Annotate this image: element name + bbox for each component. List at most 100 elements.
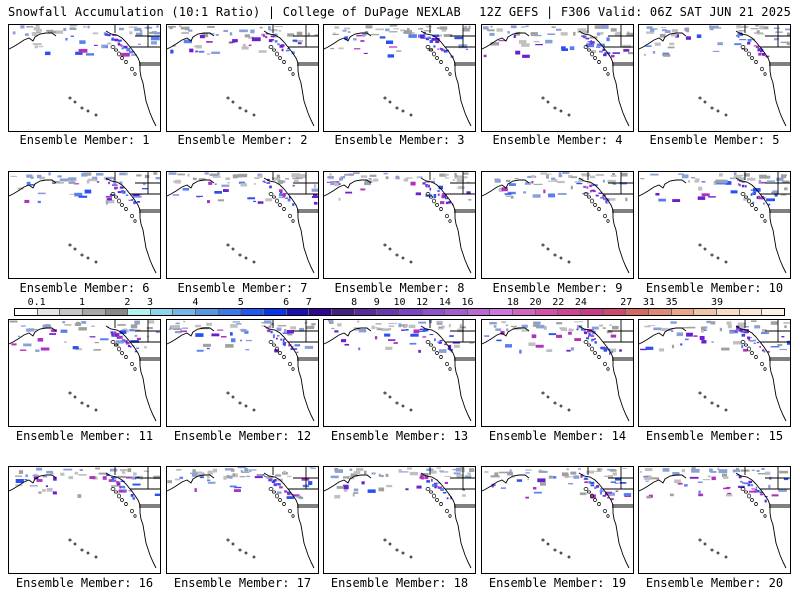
ensemble-member-label: Ensemble Member: 10 <box>645 281 784 295</box>
legend-color-swatch <box>105 309 129 315</box>
ensemble-map-panel <box>323 466 476 574</box>
coastline-borders <box>639 320 790 422</box>
ensemble-map-panel <box>8 319 161 427</box>
ensemble-map-panel <box>166 466 319 574</box>
coastline-borders <box>9 320 160 422</box>
legend-tick-label: 8 <box>351 297 358 308</box>
snowfall-map <box>9 320 160 422</box>
legend-tick-label: 35 <box>665 297 678 308</box>
legend-color-swatch <box>399 309 423 315</box>
legend-color-swatch <box>762 309 784 315</box>
coastline-borders <box>324 320 475 422</box>
legend-tick-label: 10 <box>393 297 406 308</box>
snowfall-shading <box>639 467 789 503</box>
legend-color-swatch <box>513 309 536 315</box>
legend-tick-label: 18 <box>506 297 519 308</box>
snowfall-map <box>639 320 790 422</box>
chart-title: Snowfall Accumulation (10:1 Ratio) | Col… <box>8 5 461 19</box>
legend-tick-label: 31 <box>642 297 655 308</box>
legend-color-swatch <box>128 309 151 315</box>
legend-color-swatch <box>626 309 649 315</box>
ensemble-map-panel <box>638 24 791 132</box>
snowfall-map <box>324 25 475 127</box>
legend-color-swatch <box>739 309 763 315</box>
legend-tick-label: 1 <box>79 297 86 308</box>
snowfall-shading <box>643 25 790 58</box>
snowfall-map <box>167 25 318 127</box>
snowfall-map <box>9 172 160 274</box>
legend-color-swatch <box>694 309 717 315</box>
legend-color-swatch <box>15 309 38 315</box>
legend-color-swatch <box>603 309 627 315</box>
ensemble-member-label: Ensemble Member: 6 <box>19 281 150 295</box>
coastline-borders <box>324 172 475 274</box>
snowfall-map <box>639 25 790 127</box>
coastline-borders <box>9 25 160 127</box>
ensemble-map-panel <box>323 24 476 132</box>
ensemble-member-label: Ensemble Member: 14 <box>488 429 627 443</box>
ensemble-map-panel <box>638 319 791 427</box>
ensemble-member-label: Ensemble Member: 17 <box>173 576 312 590</box>
legend-color-swatch <box>218 309 242 315</box>
snowfall-map <box>324 467 475 569</box>
coastline-borders <box>639 172 790 274</box>
ensemble-map-panel <box>166 171 319 279</box>
legend-color-swatch <box>196 309 219 315</box>
ensemble-member-label: Ensemble Member: 11 <box>15 429 154 443</box>
legend-color-swatch <box>82 309 106 315</box>
ensemble-member-label: Ensemble Member: 4 <box>492 133 623 147</box>
legend-color-swatch <box>445 309 468 315</box>
snowfall-shading <box>640 172 790 206</box>
ensemble-member-label: Ensemble Member: 5 <box>649 133 780 147</box>
ensemble-member-label: Ensemble Member: 12 <box>173 429 312 443</box>
legend-tick-label: 39 <box>710 297 723 308</box>
snowfall-shading <box>494 172 628 204</box>
ensemble-member-label: Ensemble Member: 19 <box>488 576 627 590</box>
ensemble-map-panel <box>638 466 791 574</box>
legend-color-swatch <box>716 309 740 315</box>
snowfall-shading <box>9 320 160 353</box>
coastline-borders <box>639 25 790 127</box>
coastline-borders <box>9 172 160 274</box>
ensemble-member-label: Ensemble Member: 16 <box>15 576 154 590</box>
legend-tick-label: 14 <box>438 297 451 308</box>
ensemble-map-panel <box>481 171 634 279</box>
snowfall-shading <box>168 172 318 206</box>
ensemble-map-panel <box>323 171 476 279</box>
ensemble-map-panel <box>481 466 634 574</box>
ensemble-map-panel <box>481 24 634 132</box>
legend-color-swatch <box>467 309 491 315</box>
snowfall-map <box>639 467 790 569</box>
ensemble-map-panel <box>8 24 161 132</box>
ensemble-map-panel <box>166 24 319 132</box>
snowfall-map <box>324 320 475 422</box>
legend-color-swatch <box>173 309 197 315</box>
ensemble-member-label: Ensemble Member: 20 <box>645 576 784 590</box>
snowfall-map <box>167 467 318 569</box>
snowfall-shading <box>327 320 474 353</box>
legend-tick-label: 22 <box>552 297 565 308</box>
model-run-info: 12Z GEFS | F306 Valid: 06Z SAT JUN 21 20… <box>479 5 791 19</box>
legend-color-swatch <box>331 309 355 315</box>
snowfall-shading <box>15 467 160 500</box>
legend-color-swatch <box>60 309 83 315</box>
ensemble-map-panel <box>8 466 161 574</box>
snowfall-shading <box>12 25 160 57</box>
legend-tick-label: 5 <box>237 297 244 308</box>
legend-tick-label: 12 <box>416 297 429 308</box>
ensemble-member-label: Ensemble Member: 2 <box>177 133 308 147</box>
legend-tick-label: 16 <box>461 297 474 308</box>
legend-color-swatch <box>422 309 446 315</box>
coastline-borders <box>167 25 318 127</box>
legend-color-swatch <box>241 309 265 315</box>
ensemble-member-label: Ensemble Member: 15 <box>645 429 784 443</box>
legend-tick-label: 0.1 <box>27 297 46 308</box>
legend-tick-label: 3 <box>147 297 154 308</box>
legend-color-swatch <box>581 309 604 315</box>
ensemble-map-panel <box>166 319 319 427</box>
ensemble-map-panel <box>481 319 634 427</box>
coastline-borders <box>482 467 633 569</box>
legend-color-bar <box>14 308 785 316</box>
legend-tick-label: 24 <box>574 297 587 308</box>
snowfall-shading <box>484 321 622 355</box>
